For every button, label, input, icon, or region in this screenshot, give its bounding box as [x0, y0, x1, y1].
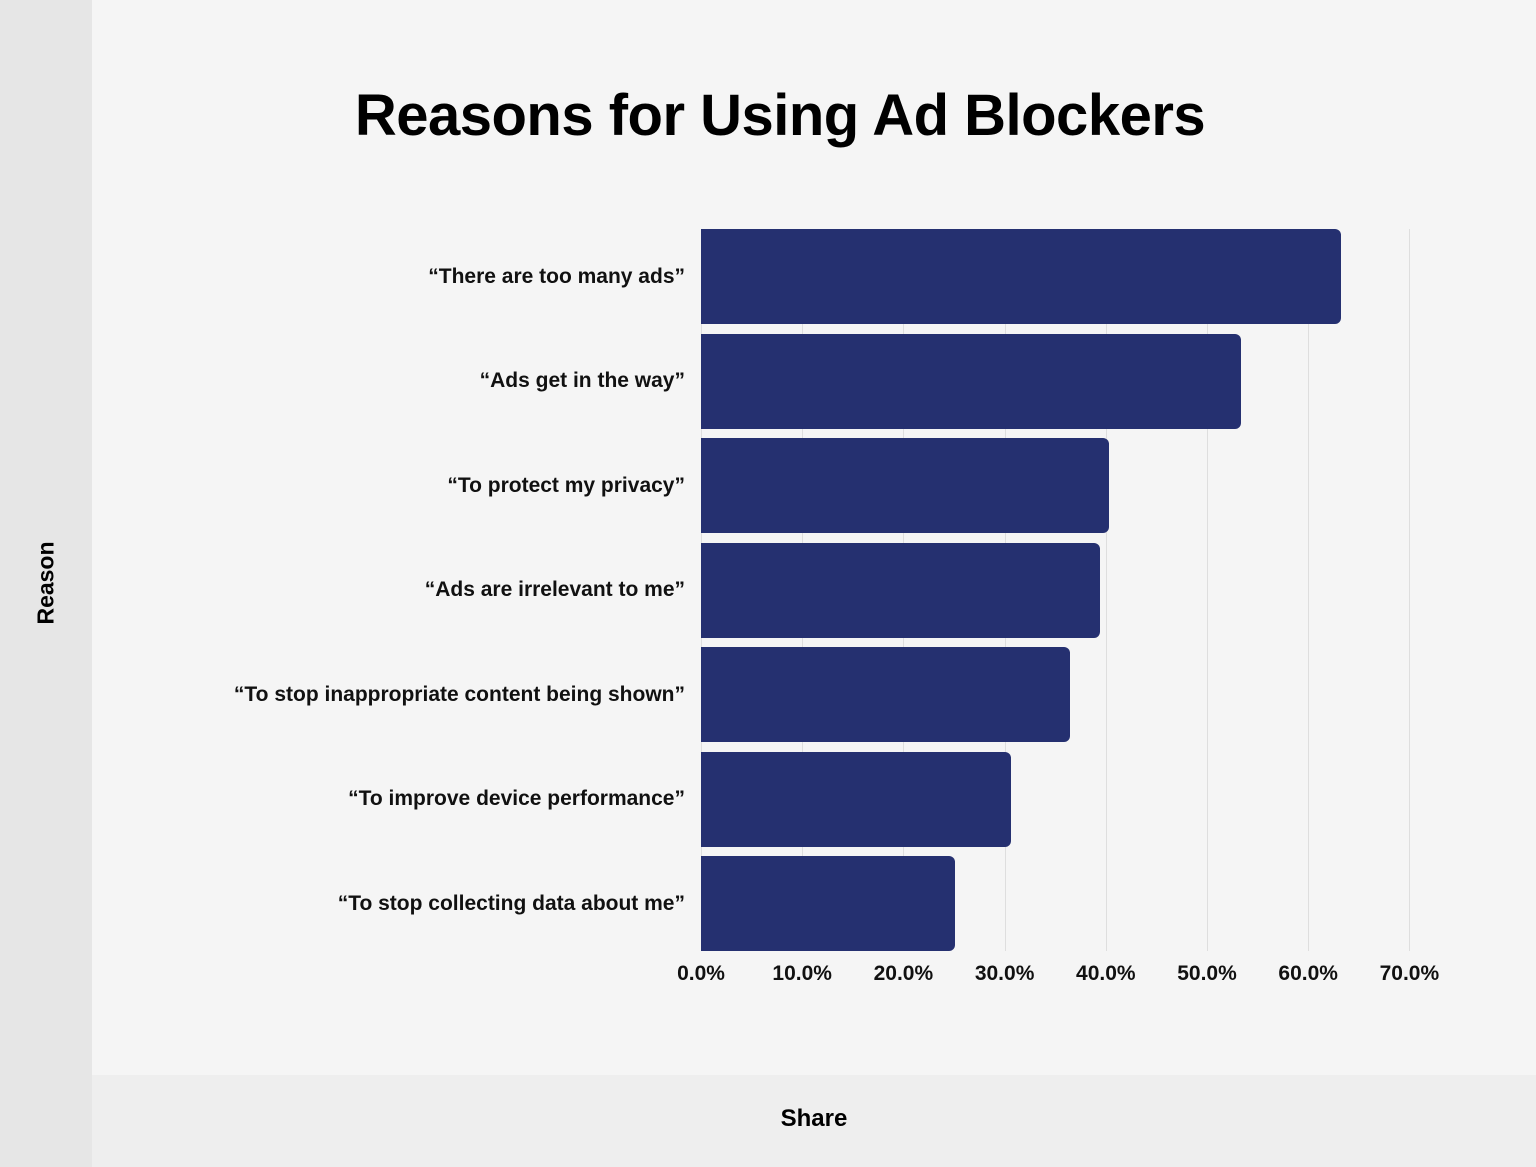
category-label: “To stop collecting data about me” — [337, 891, 685, 915]
bar — [701, 438, 1109, 533]
gridline — [1105, 229, 1107, 951]
x-tick-label: 40.0% — [1076, 962, 1136, 985]
category-label: “To protect my privacy” — [447, 473, 685, 497]
y-axis-title: Reason — [32, 541, 59, 625]
gridline — [1308, 229, 1310, 951]
x-axis-panel: Share — [92, 1075, 1536, 1167]
x-tick-label: 0.0% — [677, 962, 725, 985]
x-tick-label: 60.0% — [1278, 962, 1338, 985]
category-label: “Ads get in the way” — [479, 369, 685, 392]
category-label: “To improve device performance” — [348, 787, 685, 810]
gridline — [1409, 229, 1411, 951]
gridline — [1207, 229, 1208, 951]
chart-title-text: Reasons for Using Ad Blockers — [354, 83, 1206, 148]
x-tick-label: 30.0% — [974, 962, 1035, 985]
bar — [701, 856, 955, 951]
x-tick-label: 50.0% — [1177, 962, 1237, 985]
plot-area — [701, 229, 1421, 951]
x-tick-label: 70.0% — [1379, 962, 1440, 985]
x-tick-label: 20.0% — [873, 962, 934, 985]
y-axis-panel: Reason — [0, 0, 92, 1167]
category-label: “Ads are irrelevant to me” — [424, 578, 685, 601]
x-tick-label: 10.0% — [772, 962, 832, 985]
category-label: “There are too many ads” — [428, 264, 685, 288]
bar — [701, 542, 1100, 638]
x-axis-title: Share — [780, 1105, 848, 1132]
chart-title: Reasons for Using Ad Blockers — [92, 82, 1536, 149]
bar — [701, 229, 1341, 324]
bar — [701, 647, 1071, 742]
category-label: “To stop inappropriate content being sho… — [233, 682, 685, 706]
bar — [701, 333, 1242, 429]
bar — [701, 751, 1011, 847]
